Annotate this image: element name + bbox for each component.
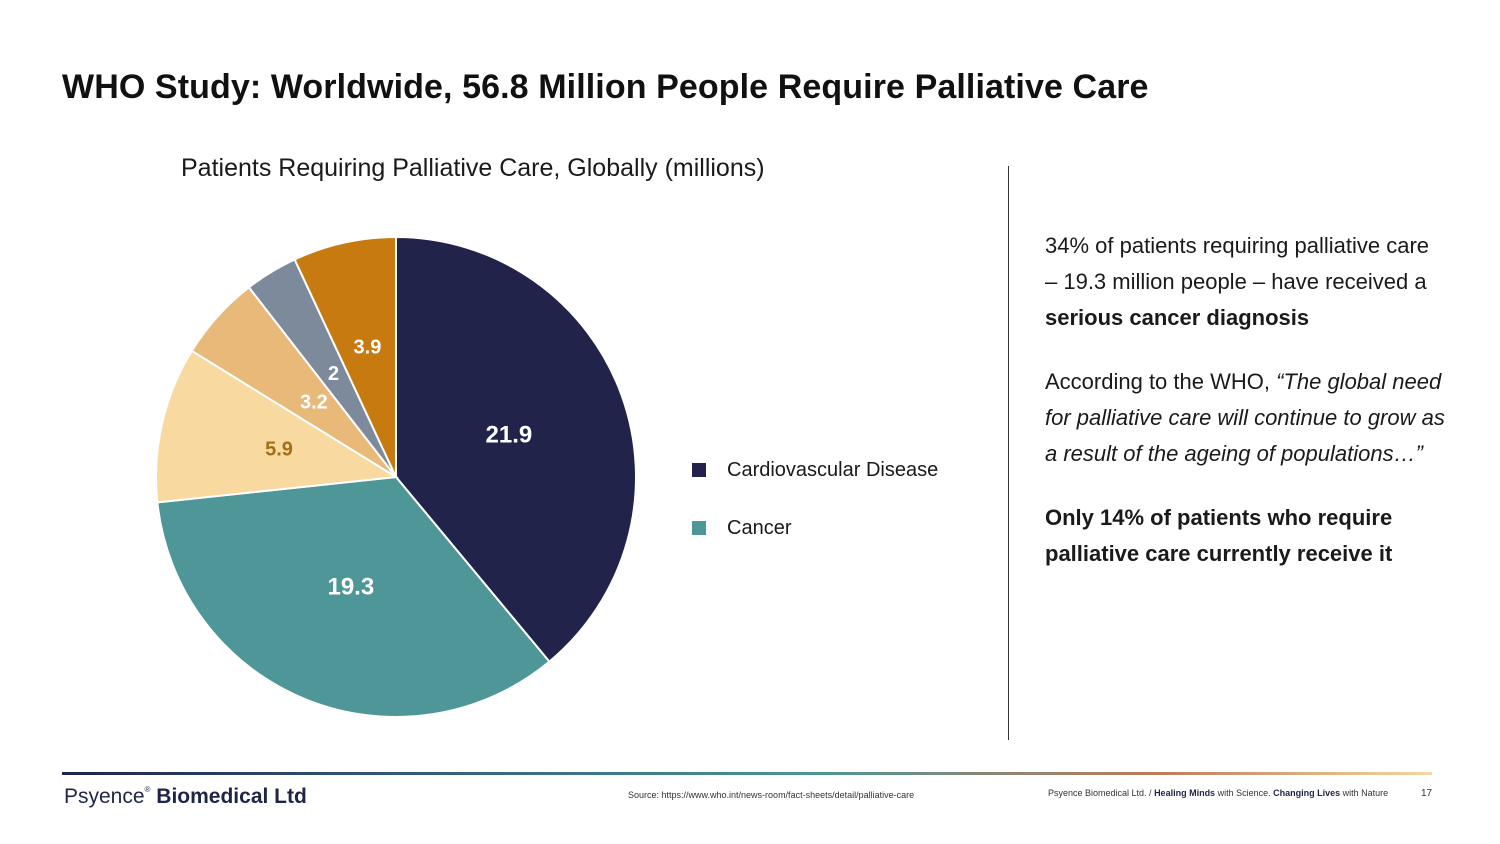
pie-data-label-1: 19.3 xyxy=(327,574,374,601)
note-cancer-share: 34% of patients requiring palliative car… xyxy=(1045,233,1430,330)
legend-label-cancer: Cancer xyxy=(727,516,792,539)
legend-label-cardiovascular: Cardiovascular Disease xyxy=(727,458,939,481)
footer-tagline: Psyence Biomedical Ltd. / Healing Minds … xyxy=(1048,788,1389,798)
note-access-gap: Only 14% of patients who require palliat… xyxy=(1045,505,1393,566)
footer-gradient-rule xyxy=(62,772,1432,775)
chart-title: Patients Requiring Palliative Care, Glob… xyxy=(181,154,765,182)
page-number: 17 xyxy=(1421,788,1433,799)
pie-data-labels: 21.9 19.3 5.9 3.22 3.9 xyxy=(265,336,532,600)
pie-slice-5 xyxy=(293,235,397,478)
note-who-quote: According to the WHO, “The global need f… xyxy=(1045,369,1445,466)
legend-swatch-cardiovascular xyxy=(692,463,706,477)
vertical-divider xyxy=(1008,166,1009,740)
pie-data-label-3: 3.2 xyxy=(300,391,328,413)
legend-swatch-cancer xyxy=(692,521,706,535)
pie-slice-0 xyxy=(395,235,637,664)
legend-item-cancer: Cancer xyxy=(692,514,938,542)
pie-data-label-0: 21.9 xyxy=(486,422,533,449)
pie-data-label-4: 2 xyxy=(328,363,339,385)
pie-slice-1 xyxy=(156,475,551,718)
chart-legend: Cardiovascular Disease Cancer xyxy=(692,456,938,572)
company-logo: Psyence® Biomedical Ltd xyxy=(64,785,307,808)
pie-slice-2 xyxy=(155,349,400,504)
legend-item-cardiovascular: Cardiovascular Disease xyxy=(692,456,938,484)
pie-chart: 21.9 19.3 5.9 3.22 3.9 xyxy=(155,235,637,718)
pie-data-label-2: 5.9 xyxy=(265,439,293,461)
notes-panel: 34% of patients requiring palliative car… xyxy=(1045,228,1445,600)
pie-data-label-5: 3.9 xyxy=(354,336,382,358)
pie-slices xyxy=(155,235,637,718)
slide-title: WHO Study: Worldwide, 56.8 Million Peopl… xyxy=(62,68,1149,106)
source-citation: Source: https://www.who.int/news-room/fa… xyxy=(628,790,915,800)
